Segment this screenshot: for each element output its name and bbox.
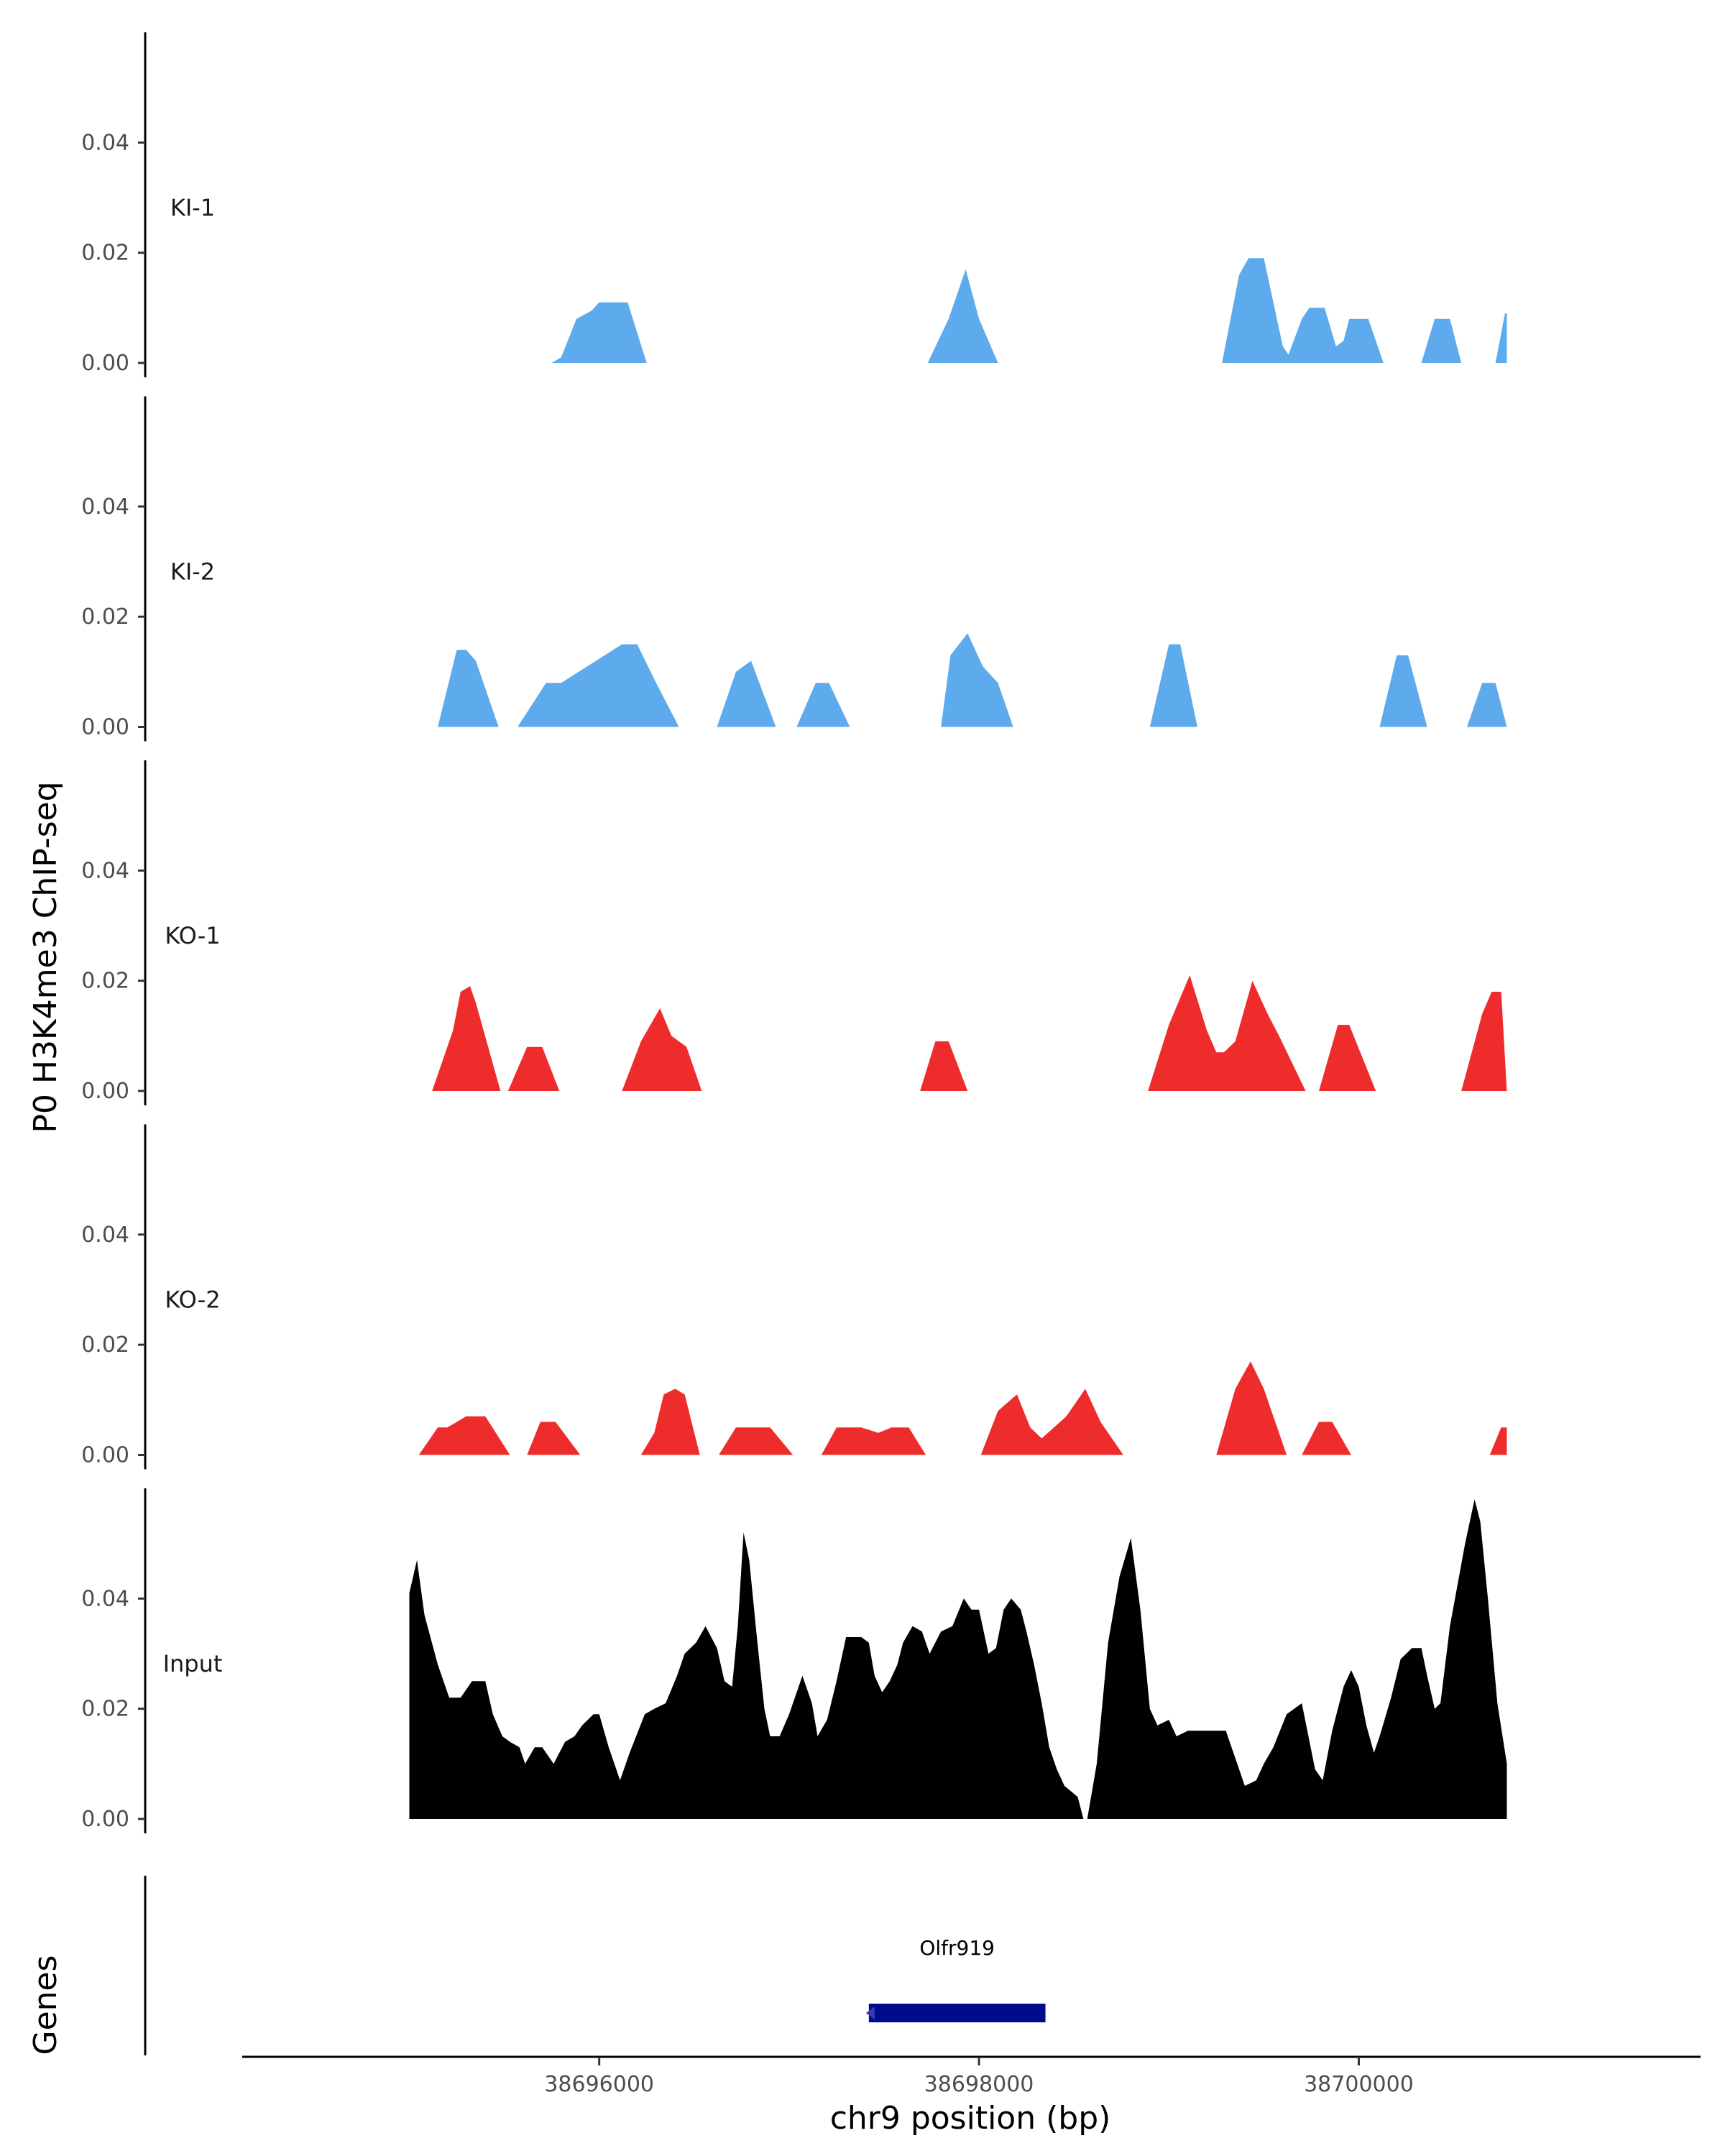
- signal-tracks: 0.00 0.02 0.04 KI-1 0.00 0.02 0.04 KI-2 0.00 0.02…: [81, 32, 1507, 1833]
- track-ki-2: 0.00 0.02 0.04 KI-2: [81, 396, 1507, 742]
- y-tick-label: 0.02: [81, 604, 129, 630]
- y-tick-label: 0.02: [81, 969, 129, 994]
- gene-track-title: Genes: [27, 1955, 64, 2055]
- track-signal-area: [551, 258, 1507, 363]
- track-ko-1: 0.00 0.02 0.04 KO-1: [81, 760, 1507, 1105]
- track-signal-area: [438, 633, 1507, 727]
- track-signal-area: [409, 1499, 1507, 1819]
- gene-strand-arrow: [865, 2007, 875, 2019]
- gene-body: [868, 2004, 1046, 2022]
- track-signal-area: [418, 1361, 1507, 1455]
- y-tick-label: 0.02: [81, 1697, 129, 1722]
- track-label: KO-1: [165, 922, 220, 949]
- y-tick-label: 0.02: [81, 241, 129, 266]
- gene-label: Olfr919: [919, 1936, 995, 1960]
- y-tick-label: 0.00: [81, 1079, 129, 1104]
- y-tick-label: 0.04: [81, 858, 129, 883]
- x-tick-label: 38696000: [544, 2072, 654, 2097]
- track-ki-1: 0.00 0.02 0.04 KI-1: [81, 32, 1507, 377]
- gene-track: Olfr919: [144, 1876, 1046, 2055]
- y-tick-label: 0.00: [81, 715, 129, 740]
- y-tick-label: 0.02: [81, 1332, 129, 1358]
- track-input: 0.00 0.02 0.04 Input: [81, 1488, 1507, 1833]
- y-tick-label: 0.04: [81, 130, 129, 155]
- y-tick-label: 0.00: [81, 1443, 129, 1468]
- y-axis-title: P0 H3K4me3 ChIP-seq: [27, 781, 64, 1133]
- y-tick-label: 0.04: [81, 494, 129, 520]
- y-tick-label: 0.04: [81, 1222, 129, 1248]
- y-tick-label: 0.00: [81, 1807, 129, 1832]
- track-label: KI-1: [170, 194, 215, 221]
- y-tick-label: 0.00: [81, 351, 129, 376]
- x-axis: 38696000 38698000 38700000: [242, 2055, 1701, 2097]
- x-tick-label: 38700000: [1304, 2072, 1414, 2097]
- track-signal-area: [432, 975, 1507, 1091]
- y-tick-label: 0.04: [81, 1586, 129, 1611]
- x-axis-title: chr9 position (bp): [830, 2100, 1111, 2137]
- track-label: Input: [163, 1650, 223, 1677]
- x-tick-label: 38698000: [924, 2072, 1034, 2097]
- track-label: KO-2: [165, 1286, 220, 1314]
- track-ko-2: 0.00 0.02 0.04 KO-2: [81, 1124, 1507, 1470]
- track-label: KI-2: [170, 558, 215, 586]
